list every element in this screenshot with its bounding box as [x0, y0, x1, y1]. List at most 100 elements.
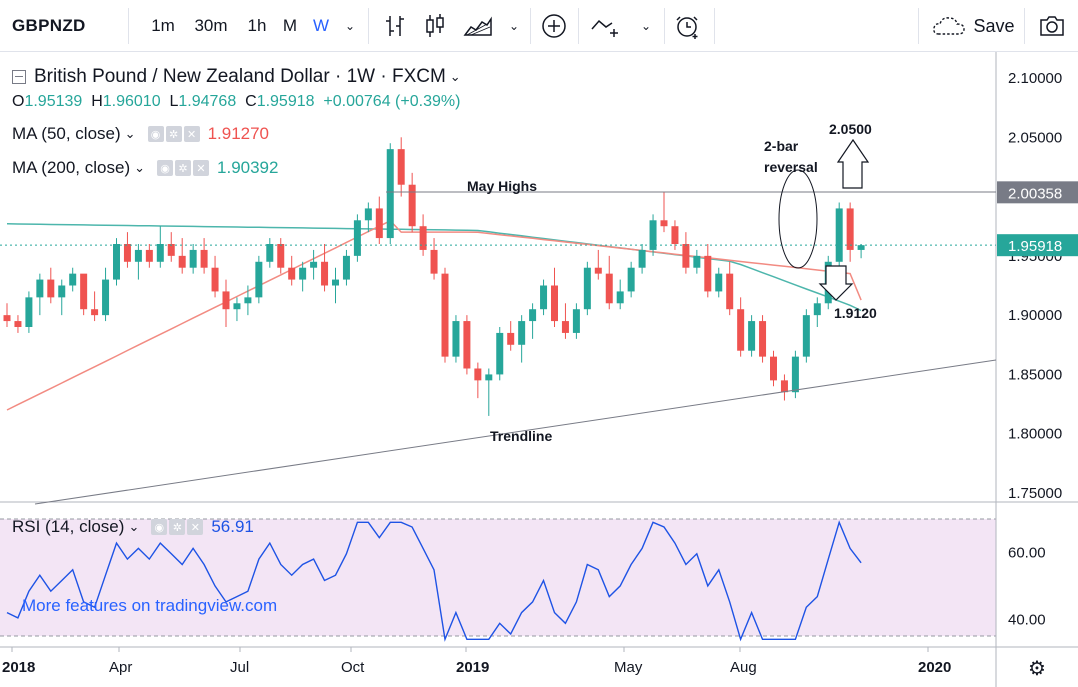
candle-up[interactable] [332, 279, 339, 286]
rsi-chevron-icon[interactable]: ⌄ [128, 519, 140, 534]
candle-up[interactable] [134, 249, 142, 262]
candle-up[interactable] [583, 267, 591, 310]
gear-icon[interactable]: ✲ [175, 160, 192, 176]
settings-gear-icon[interactable]: ⚙ [1028, 657, 1046, 680]
interval-dropdown-chevron-icon[interactable]: ⌄ [344, 19, 356, 33]
candle-down[interactable] [594, 267, 602, 274]
eye-icon[interactable]: ◉ [157, 160, 174, 176]
interval-30m-button[interactable]: 30m [194, 16, 228, 35]
candle-down[interactable] [770, 356, 777, 381]
candle-up[interactable] [244, 297, 252, 304]
candle-down[interactable] [441, 273, 449, 357]
candle-down[interactable] [463, 321, 471, 369]
ma200-label[interactable]: MA (200, close) [12, 158, 131, 177]
candle-down[interactable] [222, 291, 230, 310]
close-icon[interactable]: ✕ [183, 126, 200, 142]
candle-up[interactable] [649, 220, 657, 250]
gear-icon[interactable]: ✲ [165, 126, 182, 142]
area-style-icon[interactable] [458, 0, 498, 52]
candle-down[interactable] [737, 309, 745, 351]
eye-icon[interactable]: ◉ [147, 126, 164, 142]
collapse-legend-icon[interactable] [12, 70, 26, 84]
rsi-line[interactable] [6, 520, 862, 642]
candle-up[interactable] [572, 309, 580, 333]
candle-down[interactable] [91, 309, 99, 316]
candle-up[interactable] [485, 374, 493, 381]
candle-up[interactable] [342, 255, 350, 280]
candle-down[interactable] [660, 220, 668, 227]
candle-up[interactable] [748, 321, 756, 351]
candles-style-icon[interactable] [418, 0, 452, 52]
candle-down[interactable] [397, 149, 405, 185]
candle-up[interactable] [791, 356, 799, 393]
ma50-chevron-icon[interactable]: ⌄ [124, 126, 136, 141]
save-button[interactable]: Save [928, 0, 1018, 52]
candle-down[interactable] [561, 321, 569, 333]
candle-up[interactable] [540, 285, 548, 310]
candle-down[interactable] [167, 244, 175, 256]
candle-down[interactable] [780, 380, 788, 393]
candle-up[interactable] [693, 255, 701, 268]
close-icon[interactable]: ✕ [187, 519, 204, 535]
ma200-legend[interactable]: MA (200, close) ⌄ ◉ ✲ ✕ 1.90392 [12, 158, 278, 178]
interval-1m-button[interactable]: 1m [151, 16, 175, 35]
candle-down[interactable] [759, 321, 767, 357]
candle-down[interactable] [375, 208, 383, 239]
trendline[interactable] [34, 359, 997, 505]
compare-chevron-icon[interactable]: ⌄ [640, 19, 652, 33]
interval-month-button[interactable]: M [282, 16, 298, 35]
candle-down[interactable] [430, 249, 438, 274]
candle-down[interactable] [288, 267, 296, 280]
chart-style-chevron-icon[interactable]: ⌄ [508, 19, 520, 33]
candle-down[interactable] [80, 273, 88, 310]
candle-up[interactable] [353, 220, 361, 256]
candle-up[interactable] [310, 261, 318, 268]
price-chart-svg[interactable]: 2.100002.050002.000001.950001.900001.850… [0, 52, 1078, 687]
rsi-legend[interactable]: RSI (14, close) ⌄ ◉ ✲ ✕ 56.91 [12, 517, 254, 537]
ma200-line[interactable] [6, 223, 862, 312]
candle-down[interactable] [551, 285, 558, 322]
candle-up[interactable] [36, 279, 44, 298]
ma50-line[interactable] [6, 219, 862, 411]
candle-down[interactable] [671, 226, 679, 244]
eye-icon[interactable]: ◉ [151, 519, 168, 535]
camera-icon[interactable] [1032, 0, 1072, 52]
candle-up[interactable] [25, 297, 33, 327]
candle-down[interactable] [178, 255, 186, 268]
chart-area[interactable]: 2.100002.050002.000001.950001.900001.850… [0, 52, 1078, 687]
candle-down[interactable] [846, 208, 854, 250]
candle-up[interactable] [266, 244, 274, 262]
candle-down[interactable] [211, 267, 219, 292]
candle-up[interactable] [496, 332, 504, 375]
candle-up[interactable] [813, 303, 821, 316]
candle-down[interactable] [507, 332, 515, 345]
candle-up[interactable] [69, 273, 77, 286]
candle-up[interactable] [58, 285, 66, 298]
candle-up[interactable] [156, 244, 164, 262]
candle-down[interactable] [123, 244, 131, 262]
candle-up[interactable] [189, 249, 197, 268]
candle-up[interactable] [802, 315, 810, 357]
series-title[interactable]: British Pound / New Zealand Dollar · 1W … [34, 66, 446, 87]
ma50-legend[interactable]: MA (50, close) ⌄ ◉ ✲ ✕ 1.91270 [12, 124, 269, 144]
ma50-label[interactable]: MA (50, close) [12, 124, 121, 143]
candle-down[interactable] [704, 255, 712, 292]
candle-up[interactable] [518, 321, 526, 345]
candle-down[interactable] [419, 226, 427, 250]
candle-up[interactable] [113, 244, 120, 280]
candle-down[interactable] [408, 184, 416, 227]
series-chevron-icon[interactable]: ⌄ [449, 69, 461, 84]
add-indicator-icon[interactable] [536, 0, 572, 52]
candle-up[interactable] [857, 245, 865, 250]
gear-icon[interactable]: ✲ [169, 519, 186, 535]
candle-down[interactable] [145, 249, 153, 262]
bars-style-icon[interactable] [378, 0, 412, 52]
interval-week-button[interactable]: W [312, 16, 330, 35]
symbol-search-button[interactable]: GBPNZD [12, 16, 86, 35]
candle-down[interactable] [682, 244, 690, 268]
candle-down[interactable] [3, 315, 11, 322]
candle-up[interactable] [627, 267, 635, 292]
candle-up[interactable] [102, 279, 110, 316]
promo-link[interactable]: More features on tradingview.com [22, 596, 277, 615]
candle-up[interactable] [299, 267, 307, 280]
